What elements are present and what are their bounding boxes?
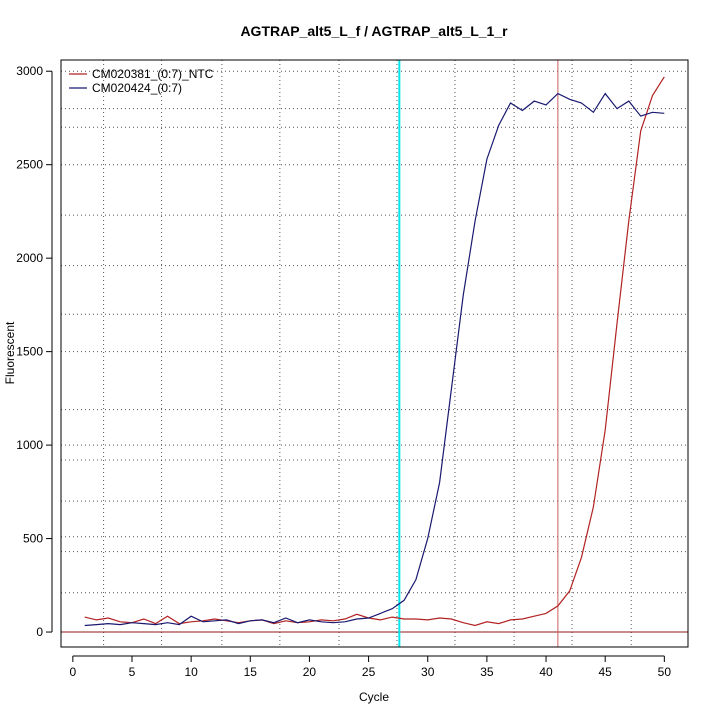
x-tick-label: 35 bbox=[480, 665, 494, 679]
x-tick-label: 5 bbox=[129, 665, 136, 679]
x-tick-label: 50 bbox=[658, 665, 672, 679]
grid-lines bbox=[61, 60, 688, 647]
x-tick-label: 0 bbox=[69, 665, 76, 679]
x-tick-label: 45 bbox=[599, 665, 613, 679]
plot-frame bbox=[60, 59, 689, 648]
x-tick-label: 25 bbox=[362, 665, 376, 679]
x-tick-label: 30 bbox=[421, 665, 435, 679]
y-tick-label: 500 bbox=[23, 532, 43, 546]
x-tick-label: 10 bbox=[184, 665, 198, 679]
series-lines bbox=[84, 76, 665, 627]
x-tick-label: 15 bbox=[244, 665, 258, 679]
y-axis-label: Fluorescent bbox=[3, 321, 17, 384]
legend-label-2: CM020424_(0:7) bbox=[92, 81, 182, 95]
y-tick-label: 2000 bbox=[16, 251, 43, 265]
y-tick-label: 3000 bbox=[16, 64, 43, 78]
x-tick-label: 20 bbox=[303, 665, 317, 679]
legend-label-1: CM020381_(0:7)_NTC bbox=[92, 67, 214, 81]
x-axis-label: Cycle bbox=[359, 690, 389, 704]
marker-lines bbox=[61, 60, 688, 647]
x-tick-label: 40 bbox=[539, 665, 553, 679]
x-axis: 0 5 10 15 20 25 30 35 40 45 50 bbox=[69, 655, 672, 679]
chart-title: AGTRAP_alt5_L_f / AGTRAP_alt5_L_1_r bbox=[240, 23, 508, 39]
series-line-2 bbox=[84, 92, 665, 627]
y-tick-label: 1000 bbox=[16, 438, 43, 452]
y-tick-label: 2500 bbox=[16, 158, 43, 172]
y-axis: 0 500 1000 1500 2000 2500 3000 bbox=[16, 64, 53, 639]
y-tick-label: 0 bbox=[36, 625, 43, 639]
y-tick-label: 1500 bbox=[16, 345, 43, 359]
